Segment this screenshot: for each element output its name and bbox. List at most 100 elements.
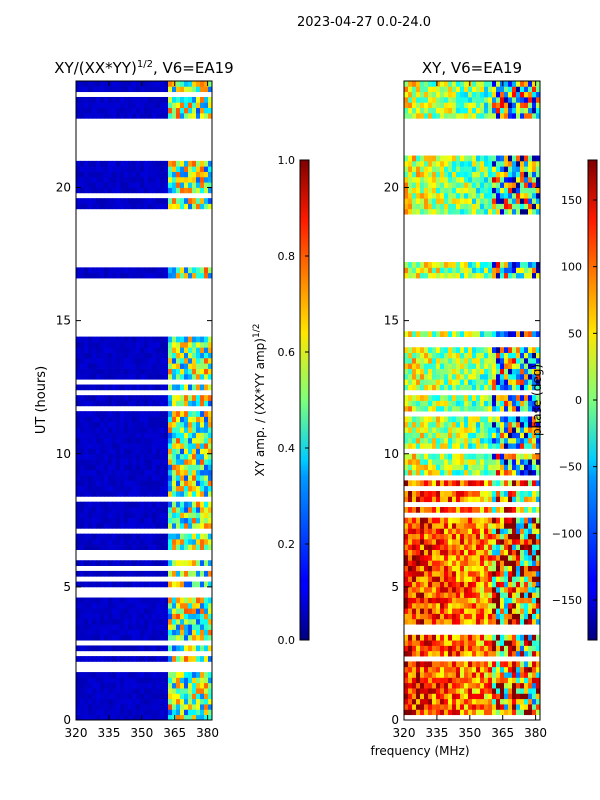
amp-heatmap-cell [116, 182, 121, 188]
amp-heatmap-cell [160, 688, 165, 694]
amp-heatmap-cell [156, 464, 161, 471]
amp-heatmap-cell [184, 570, 189, 577]
phase-heatmap-cell [444, 437, 449, 444]
phase-heatmap-cell [468, 549, 473, 556]
amp-heatmap-cell [208, 459, 213, 465]
amp-heatmap-cell [156, 443, 161, 449]
phase-heatmap-cell [524, 538, 529, 545]
amp-heatmap-cell [84, 272, 89, 279]
amp-heatmap-cell [128, 336, 133, 343]
phase-heatmap-cell [536, 421, 541, 428]
amp-heatmap-cell [136, 421, 141, 428]
phase-heatmap-cell [536, 464, 541, 471]
phase-heatmap-cell [408, 182, 413, 188]
phase-heatmap-cell [468, 554, 473, 561]
phase-heatmap-cell [488, 368, 493, 375]
phase-heatmap-cell [424, 437, 429, 444]
amp-heatmap-row [76, 160, 213, 167]
phase-heatmap-cell [416, 544, 421, 550]
amp-heatmap-cell [116, 437, 121, 444]
amp-heatmap-cell [172, 400, 177, 407]
phase-heatmap-cell [428, 533, 433, 540]
amp-heatmap-cell [184, 512, 189, 519]
phase-heatmap-cell [512, 549, 517, 556]
amp-heatmap-cell [100, 560, 105, 566]
phase-heatmap-cell [476, 618, 481, 625]
phase-heatmap-cell [492, 347, 497, 353]
phase-heatmap-cell [472, 421, 477, 428]
phase-heatmap-cell [484, 565, 489, 572]
amp-heatmap-cell [80, 81, 85, 87]
amp-heatmap-cell [208, 656, 213, 662]
amp-heatmap-cell [204, 624, 209, 630]
phase-heatmap-cell [500, 395, 505, 401]
amp-heatmap-cell [196, 96, 201, 103]
phase-heatmap-cell [444, 517, 449, 524]
phase-heatmap-cell [452, 437, 457, 444]
amp-heatmap-cell [124, 448, 129, 455]
amp-heatmap-cell [120, 602, 125, 609]
phase-heatmap-cell [528, 416, 533, 423]
amp-heatmap-cell [80, 198, 85, 204]
amp-heatmap-cell [92, 698, 97, 705]
phase-heatmap-cell [404, 262, 409, 268]
phase-heatmap-cell [420, 272, 425, 279]
phase-heatmap-cell [508, 693, 513, 700]
amp-heatmap-cell [164, 570, 169, 577]
phase-heatmap-cell [520, 666, 525, 673]
phase-heatmap-cell [424, 650, 429, 657]
phase-heatmap-cell [448, 496, 453, 503]
amp-heatmap-cell [184, 491, 189, 497]
amp-heatmap-cell [180, 357, 185, 364]
phase-heatmap-cell [504, 496, 509, 503]
amp-heatmap-cell [76, 512, 81, 519]
phase-heatmap-row [404, 379, 541, 385]
phase-heatmap-cell [508, 384, 513, 391]
amp-heatmap-cell [108, 198, 113, 204]
amp-heatmap-cell [100, 373, 105, 380]
amp-heatmap-cell [164, 347, 169, 353]
phase-heatmap-cell [444, 645, 449, 652]
phase-heatmap-cell [488, 613, 493, 620]
amp-heatmap-cell [104, 102, 109, 109]
phase-heatmap-cell [448, 459, 453, 465]
phase-heatmap-cell [464, 586, 469, 593]
phase-heatmap-cell [532, 517, 537, 524]
phase-heatmap-cell [456, 480, 461, 487]
phase-heatmap-cell [492, 592, 497, 598]
phase-heatmap-cell [528, 592, 533, 598]
amp-heatmap-cell [128, 624, 133, 630]
phase-heatmap-cell [468, 384, 473, 391]
amp-heatmap-cell [152, 421, 157, 428]
phase-heatmap-cell [520, 533, 525, 540]
phase-heatmap-cell [424, 352, 429, 359]
amp-heatmap-cell [92, 602, 97, 609]
amp-heatmap-row [76, 347, 213, 353]
phase-heatmap-cell [452, 421, 457, 428]
phase-heatmap-cell [524, 352, 529, 359]
phase-heatmap-cell [428, 405, 433, 412]
amp-heatmap-cell [208, 437, 213, 444]
amp-heatmap-cell [108, 693, 113, 700]
phase-heatmap-cell [464, 613, 469, 620]
phase-heatmap-cell [424, 347, 429, 353]
amp-heatmap-cell [164, 560, 169, 566]
phase-heatmap-cell [448, 208, 453, 215]
amp-heatmap-cell [104, 373, 109, 380]
amp-heatmap-cell [140, 272, 145, 279]
amp-heatmap-cell [200, 634, 205, 641]
phase-heatmap-cell [424, 661, 429, 668]
phase-heatmap-cell [488, 672, 493, 678]
amp-heatmap-cell [156, 491, 161, 497]
amp-heatmap-cell [192, 602, 197, 609]
phase-heatmap-cell [420, 688, 425, 694]
amp-heatmap-cell [112, 538, 117, 545]
phase-heatmap-cell [480, 421, 485, 428]
amp-heatmap-cell [184, 357, 189, 364]
amp-heatmap-cell [108, 544, 113, 550]
amp-heatmap-cell [116, 522, 121, 529]
phase-heatmap-cell [412, 538, 417, 545]
phase-heatmap-cell [488, 565, 493, 572]
amp-heatmap-cell [156, 437, 161, 444]
amp-heatmap-cell [92, 613, 97, 620]
